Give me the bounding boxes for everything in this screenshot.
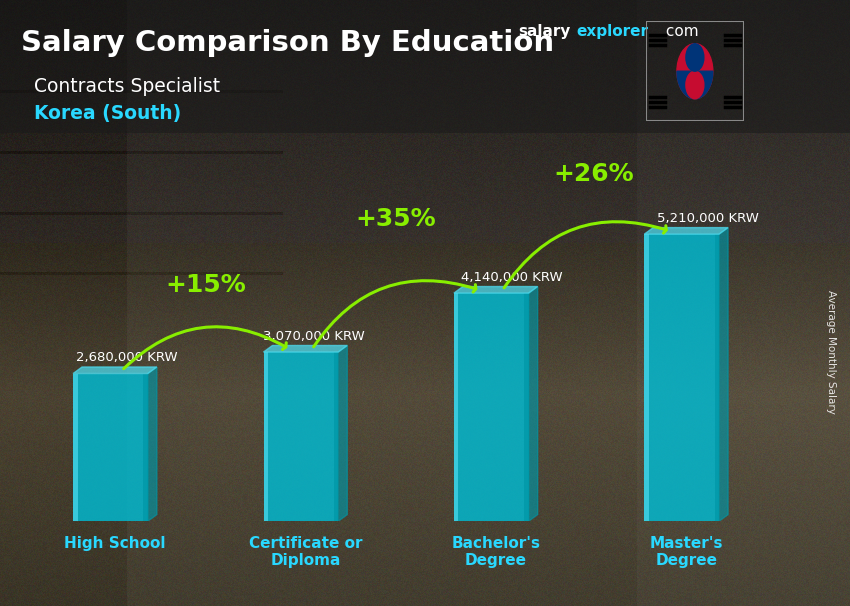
Text: High School: High School [65,536,166,551]
Circle shape [677,44,713,99]
Bar [644,234,719,521]
Bar [454,293,529,521]
Text: explorer: explorer [576,24,649,39]
Circle shape [686,71,704,99]
Bar [73,373,148,521]
Text: +35%: +35% [356,207,436,230]
Bar [524,293,529,521]
Polygon shape [644,228,728,234]
Polygon shape [529,287,538,521]
Polygon shape [677,71,713,99]
Text: 4,140,000 KRW: 4,140,000 KRW [462,271,563,284]
Polygon shape [338,345,348,521]
Text: salary: salary [518,24,571,39]
Text: Bachelor's
Degree: Bachelor's Degree [451,536,541,568]
Polygon shape [148,367,157,521]
Polygon shape [264,345,348,352]
Text: Certificate or
Diploma: Certificate or Diploma [249,536,362,568]
Bar [454,293,458,521]
Bar [264,352,268,521]
Text: Contracts Specialist: Contracts Specialist [34,78,220,96]
Text: 2,680,000 KRW: 2,680,000 KRW [76,351,178,364]
Polygon shape [73,367,157,373]
Polygon shape [719,228,728,521]
Bar [334,352,338,521]
Bar [646,21,744,121]
Text: Korea (South): Korea (South) [34,104,181,122]
Bar [644,234,649,521]
Text: .com: .com [661,24,699,39]
Text: Average Monthly Salary: Average Monthly Salary [826,290,836,413]
Bar [264,352,338,521]
Bar [73,373,77,521]
Text: 3,070,000 KRW: 3,070,000 KRW [263,330,365,343]
Text: 5,210,000 KRW: 5,210,000 KRW [657,212,759,225]
Text: +15%: +15% [165,273,246,297]
Circle shape [686,44,704,72]
Bar [715,234,719,521]
Bar [144,373,148,521]
Text: Salary Comparison By Education: Salary Comparison By Education [21,29,554,58]
Polygon shape [454,287,538,293]
Text: Master's
Degree: Master's Degree [649,536,723,568]
Text: +26%: +26% [553,162,633,186]
